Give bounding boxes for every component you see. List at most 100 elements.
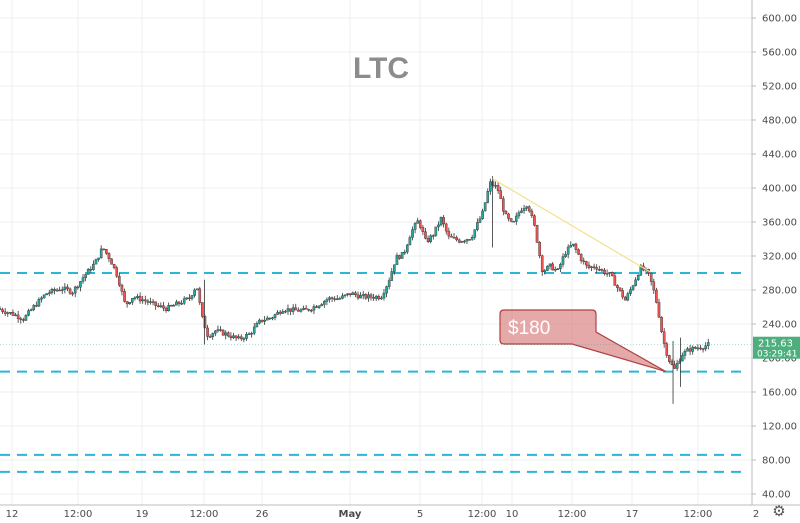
- price-tick-label: 240.00: [762, 320, 797, 331]
- candle-body: [696, 347, 700, 350]
- candle-body: [291, 307, 295, 312]
- time-tick-label: 10: [506, 509, 519, 520]
- gear-icon[interactable]: ⚙: [772, 502, 786, 520]
- candle-body: [167, 305, 170, 312]
- candle-body: [3, 311, 7, 314]
- candle-body: [652, 281, 656, 291]
- candle-body: [211, 333, 215, 338]
- candle-body: [437, 224, 440, 228]
- candle-body: [47, 292, 51, 295]
- candle-body: [265, 317, 269, 321]
- candle-body: [496, 185, 500, 192]
- candle-body: [45, 293, 48, 296]
- price-tick-label: 440.00: [762, 150, 797, 161]
- candle-body: [509, 218, 513, 222]
- candle-body: [476, 222, 479, 230]
- candle-body: [206, 327, 209, 337]
- candle-body: [16, 314, 20, 319]
- candle-body: [556, 268, 560, 270]
- candle-body: [99, 248, 103, 259]
- candle-body: [486, 191, 490, 203]
- candle-body: [582, 260, 586, 263]
- candle-body: [356, 294, 360, 299]
- candle-body: [120, 284, 124, 292]
- candle-body: [201, 302, 204, 317]
- candle-body: [566, 246, 570, 255]
- time-tick-label: 12:00: [190, 509, 219, 520]
- candle-body: [551, 263, 554, 271]
- candle-body: [572, 243, 575, 246]
- candle-body: [512, 221, 515, 223]
- time-tick-label: 26: [256, 509, 269, 520]
- candle-body: [133, 297, 137, 299]
- candle-body: [514, 215, 518, 222]
- candle-body: [63, 286, 67, 290]
- candle-body: [19, 318, 23, 320]
- candle-body: [579, 254, 583, 262]
- candle-body: [294, 307, 298, 311]
- candle-body: [494, 185, 497, 187]
- candle-body: [517, 212, 521, 217]
- candle-body: [668, 355, 671, 362]
- candle-body: [159, 305, 163, 307]
- candle-body: [613, 275, 617, 286]
- candle-body: [227, 332, 230, 337]
- candle-body: [439, 217, 443, 226]
- candle-body: [662, 331, 666, 344]
- candle-body: [208, 336, 212, 338]
- candle-body: [574, 243, 578, 250]
- candle-body: [631, 285, 635, 290]
- price-tick-label: 400.00: [762, 184, 797, 195]
- candle-body: [55, 289, 59, 292]
- candle-body: [271, 317, 274, 319]
- candle-body: [286, 308, 290, 312]
- candle-body: [429, 235, 432, 242]
- candle-body: [675, 363, 679, 369]
- candle-body: [499, 190, 503, 199]
- time-tick-label: 5: [417, 509, 423, 520]
- candle-body: [255, 323, 259, 328]
- price-tick-label: 320.00: [762, 252, 797, 263]
- candle-body: [35, 305, 38, 307]
- price-tick-label: 160.00: [762, 388, 797, 399]
- candle-body: [351, 292, 355, 295]
- candle-body: [470, 237, 474, 240]
- time-tick-label: 12:00: [468, 509, 497, 520]
- time-tick-label: May: [339, 509, 362, 520]
- plot-area: [0, 0, 752, 505]
- candle-body: [107, 253, 111, 260]
- annotation-label: $180: [508, 318, 550, 339]
- last-price-badge: [753, 336, 800, 359]
- price-tick-label: 600.00: [762, 14, 797, 25]
- candle-body: [618, 287, 622, 291]
- candle-body: [268, 317, 272, 320]
- candle-body: [400, 252, 404, 259]
- candle-body: [1, 309, 4, 312]
- candle-body: [37, 299, 41, 307]
- candle-body: [592, 266, 596, 268]
- candle-body: [623, 296, 627, 301]
- countdown-label: 03:29:41: [757, 350, 797, 360]
- price-tick-label: 120.00: [762, 422, 797, 433]
- candle-body: [385, 286, 388, 294]
- candle-body: [457, 239, 461, 243]
- candle-body: [691, 346, 695, 352]
- candle-body: [172, 305, 176, 307]
- candle-body: [605, 273, 609, 275]
- candle-body: [364, 294, 368, 299]
- price-tick-label: 200.00: [762, 354, 797, 365]
- candle-body: [418, 220, 422, 228]
- candle-body: [369, 294, 373, 298]
- candle-body: [473, 229, 477, 238]
- candle-body: [660, 316, 663, 332]
- candle-body: [561, 256, 565, 265]
- candle-body: [307, 309, 311, 311]
- candle-body: [416, 220, 419, 224]
- candle-body: [598, 269, 601, 271]
- candle-body: [699, 347, 702, 350]
- candle-body: [123, 291, 126, 302]
- candle-body: [359, 295, 362, 299]
- candle-body: [73, 286, 77, 294]
